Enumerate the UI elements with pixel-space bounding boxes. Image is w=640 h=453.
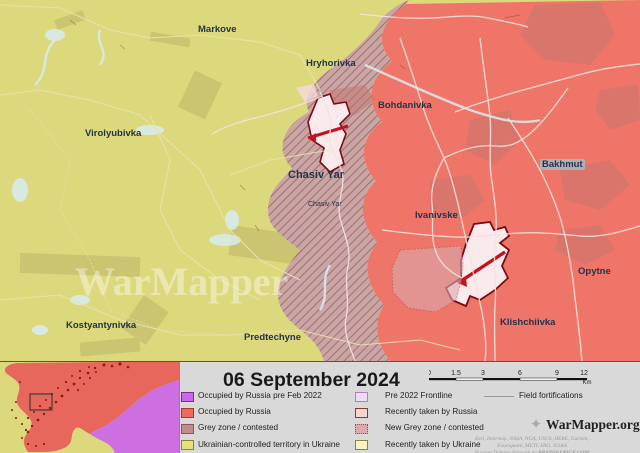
svg-text:6: 6 [518, 370, 522, 377]
svg-text:1.5: 1.5 [451, 370, 461, 377]
svg-text:3: 3 [481, 370, 485, 377]
svg-text:Km: Km [583, 380, 592, 386]
svg-text:0: 0 [429, 370, 431, 377]
svg-text:9: 9 [555, 370, 559, 377]
svg-text:12: 12 [580, 370, 588, 377]
